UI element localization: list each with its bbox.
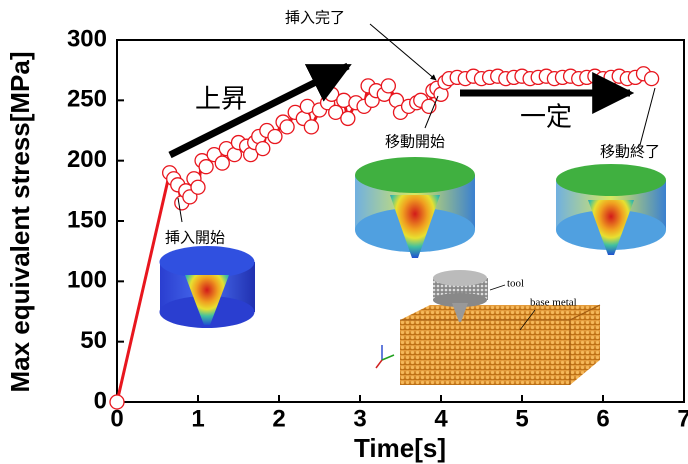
y-tick-label: 100 xyxy=(67,267,107,294)
simulation-insets xyxy=(159,157,666,385)
data-point xyxy=(267,128,283,145)
move-start-pointer xyxy=(424,95,439,129)
rise-arrow xyxy=(168,62,352,159)
annotation-insert-start: 挿入開始 xyxy=(165,229,225,247)
data-point xyxy=(109,394,125,410)
insert-start-pointer xyxy=(177,197,183,223)
data-point xyxy=(255,140,271,157)
annotation-constant: 一定 xyxy=(520,103,572,133)
data-point xyxy=(328,104,344,121)
y-tick-label: 250 xyxy=(67,86,107,113)
data-point xyxy=(182,189,198,205)
x-tick-label: 4 xyxy=(434,405,448,432)
data-point xyxy=(214,155,230,171)
inset-insert-start xyxy=(159,246,255,328)
x-tick-label: 6 xyxy=(596,405,609,432)
y-tick-label: 300 xyxy=(67,25,107,52)
data-point xyxy=(303,119,320,135)
data-point xyxy=(340,110,356,127)
data-point xyxy=(198,159,214,175)
y-tick-label: 0 xyxy=(94,387,107,414)
annotation-move-start: 移動開始 xyxy=(385,133,445,151)
x-tick-label: 5 xyxy=(515,405,528,432)
x-tick-label: 7 xyxy=(677,405,688,432)
annotation-move-end: 移動終了 xyxy=(600,143,660,161)
x-tick-label: 2 xyxy=(272,405,285,432)
insert-end-pointer xyxy=(369,23,437,81)
inset-move-end xyxy=(556,164,666,255)
data-point xyxy=(190,179,206,195)
x-tick-label: 0 xyxy=(110,405,123,432)
x-tick-label: 3 xyxy=(353,405,366,432)
data-point xyxy=(380,78,397,94)
x-tick-label: 1 xyxy=(191,405,204,432)
inset-tool-base xyxy=(375,270,601,385)
data-point xyxy=(643,70,660,87)
y-tick-label: 150 xyxy=(67,206,107,233)
annotation-base-metal: base metal xyxy=(530,297,577,309)
annotation-rise: 上昇 xyxy=(195,85,247,115)
annotation-insert-end: 挿入完了 xyxy=(285,9,345,27)
data-point xyxy=(279,119,295,135)
x-axis-title: Time[s] xyxy=(354,433,446,463)
y-axis-title: Max equivalent stress[MPa] xyxy=(5,51,35,392)
y-tick-label: 200 xyxy=(67,146,107,173)
annotations: 上昇 一定 挿入開始 挿入完了 移動開始 移動終了 tool base meta… xyxy=(165,9,660,309)
move-end-pointer xyxy=(639,87,656,146)
y-tick-label: 50 xyxy=(80,327,107,354)
annotation-tool: tool xyxy=(507,278,524,290)
inset-move-start xyxy=(355,157,475,258)
